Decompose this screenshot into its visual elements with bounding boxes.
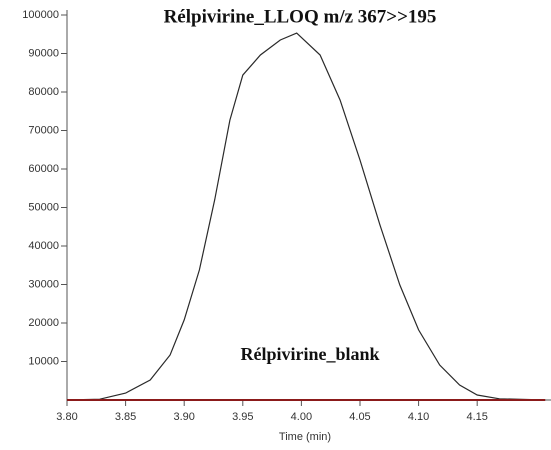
x-tick-label: 4.00 — [291, 411, 312, 423]
y-tick-label: 90000 — [28, 47, 59, 59]
x-tick-label: 3.90 — [173, 411, 194, 423]
x-tick-label: 3.85 — [115, 411, 136, 423]
y-tick-label: 20000 — [28, 317, 59, 329]
x-tick-label: 3.95 — [232, 411, 253, 423]
y-tick-label: 60000 — [28, 163, 59, 175]
y-tick-label: 30000 — [28, 278, 59, 290]
x-tick-label: 3.80 — [56, 411, 77, 423]
y-tick-label: 70000 — [28, 124, 59, 136]
y-tick-label: 50000 — [28, 201, 59, 213]
chart-title: Rélpivirine_LLOQ m/z 367>>195 — [164, 6, 437, 27]
x-tick-label: 4.10 — [408, 411, 429, 423]
x-axis-label: Time (min) — [279, 431, 331, 443]
y-tick-label: 10000 — [28, 355, 59, 367]
y-tick-label: 80000 — [28, 86, 59, 98]
series-line — [66, 32, 546, 401]
x-tick-label: 4.05 — [349, 411, 370, 423]
y-tick-label: 40000 — [28, 240, 59, 252]
y-tick-label: 100000 — [22, 9, 59, 21]
x-tick-label: 4.15 — [466, 411, 487, 423]
series-label: Rélpivirine_blank — [240, 344, 379, 364]
